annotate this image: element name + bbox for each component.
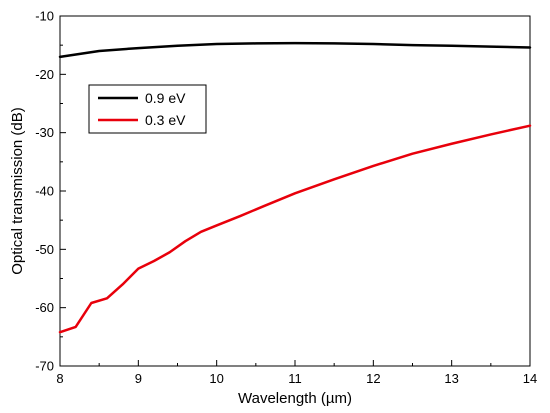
y-axis-title: Optical transmission (dB)	[9, 107, 26, 275]
legend: 0.9 eV 0.3 eV	[88, 84, 207, 134]
y-tick-label: -10	[35, 9, 54, 24]
x-tick-label: 9	[135, 371, 142, 386]
y-tick-label: -30	[35, 125, 54, 140]
series-line-0.3-ev	[58, 124, 532, 334]
x-tick-label: 11	[288, 371, 302, 386]
legend-box	[88, 84, 207, 134]
axis-tick-labels: 8 9 10 11 12 13 14 -70 -60 -50 -40 -30 -20 -10	[35, 9, 537, 387]
y-tick-label: -40	[35, 184, 54, 199]
y-tick-label: -70	[35, 359, 54, 374]
y-tick-label: -20	[35, 67, 54, 82]
x-axis-title: Wavelength (µm)	[238, 390, 352, 407]
series-layer	[58, 41, 532, 334]
legend-label-0.9-ev: 0.9 eV	[145, 90, 186, 106]
x-tick-label: 10	[209, 371, 223, 386]
y-tick-label: -50	[35, 242, 54, 257]
plot-area	[59, 15, 531, 367]
plot-frame	[59, 15, 531, 367]
axis-ticks	[59, 15, 531, 367]
series-line-0.9-ev	[58, 41, 532, 59]
legend-label-0.3-ev: 0.3 eV	[145, 112, 186, 128]
x-tick-label: 14	[523, 371, 537, 386]
x-tick-label: 12	[366, 371, 380, 386]
y-tick-label: -60	[35, 300, 54, 315]
x-tick-label: 13	[444, 371, 458, 386]
x-tick-label: 8	[56, 371, 63, 386]
